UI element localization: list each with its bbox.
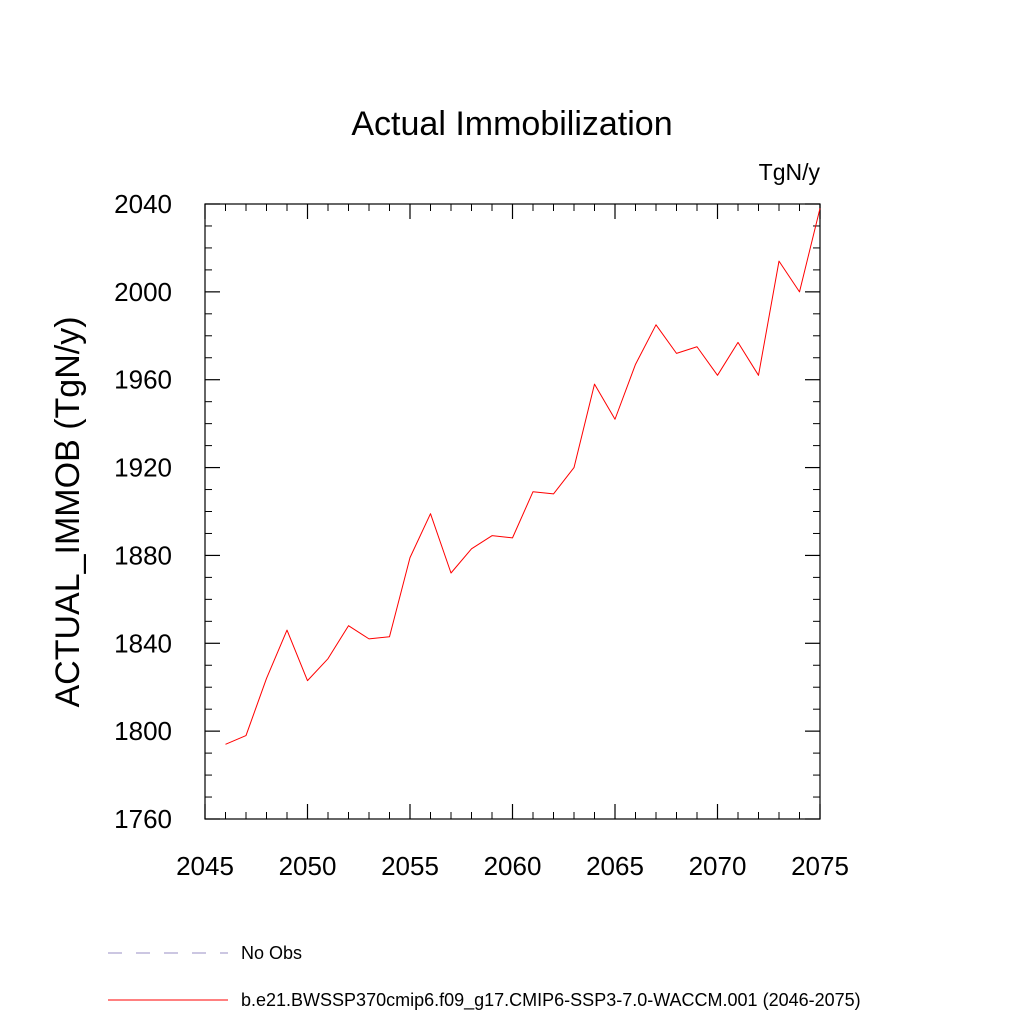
legend-label-series: b.e21.BWSSP370cmip6.f09_g17.CMIP6-SSP3-7… [241, 990, 861, 1011]
chart-title: Actual Immobilization [351, 105, 672, 143]
y-tick-label: 1880 [114, 540, 172, 570]
legend-label-no-obs: No Obs [241, 943, 302, 963]
major-ticks [204, 203, 821, 820]
y-tick-label: 1760 [114, 804, 172, 834]
units-label: TgN/y [759, 159, 821, 185]
tick-labels: 2045 2050 2055 2060 2065 2070 2075 1760 1800 1840… [114, 189, 849, 881]
x-tick-label: 2060 [484, 851, 542, 881]
series-layer [225, 208, 821, 745]
series-line-0 [225, 208, 821, 745]
minor-ticks [205, 204, 820, 819]
y-tick-label: 1840 [114, 628, 172, 658]
plot-frame [204, 203, 821, 820]
x-tick-label: 2045 [176, 851, 234, 881]
y-tick-label: 2040 [114, 189, 172, 219]
x-tick-label: 2065 [586, 851, 644, 881]
x-tick-label: 2075 [791, 851, 849, 881]
y-tick-label: 1920 [114, 453, 172, 483]
legend: No Obs b.e21.BWSSP370cmip6.f09_g17.CMIP6… [108, 943, 861, 1011]
x-tick-label: 2050 [279, 851, 337, 881]
y-tick-label: 2000 [114, 277, 172, 307]
x-tick-label: 2055 [381, 851, 439, 881]
y-tick-label: 1960 [114, 365, 172, 395]
y-axis-label: ACTUAL_IMMOB (TgN/y) [49, 316, 87, 707]
x-tick-label: 2070 [689, 851, 747, 881]
y-tick-label: 1800 [114, 716, 172, 746]
